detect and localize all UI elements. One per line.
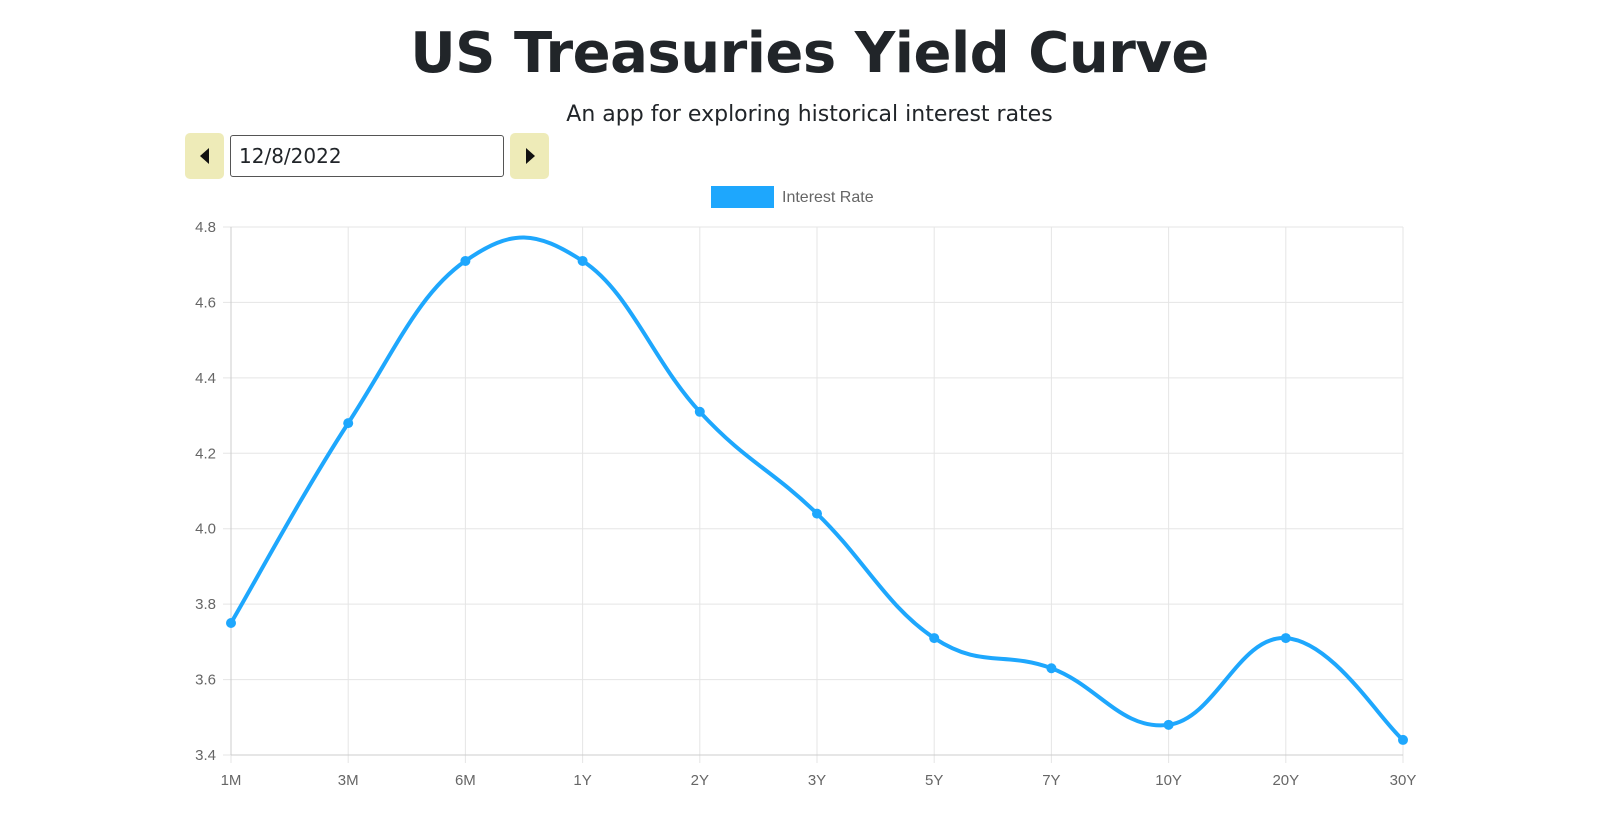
x-tick-label: 1M — [221, 772, 242, 789]
y-tick-label: 4.6 — [195, 294, 216, 311]
data-point[interactable] — [226, 618, 236, 628]
x-tick-label: 20Y — [1272, 772, 1299, 789]
series — [226, 235, 1408, 745]
data-point[interactable] — [1398, 734, 1408, 745]
x-tick-label: 1Y — [573, 772, 591, 789]
x-tick-label: 10Y — [1155, 772, 1182, 789]
data-point[interactable] — [577, 255, 588, 266]
data-point[interactable] — [1163, 719, 1174, 730]
legend: Interest Rate — [711, 186, 874, 208]
legend-label: Interest Rate — [782, 189, 874, 206]
x-tick-label: 5Y — [925, 772, 943, 789]
date-controls — [185, 133, 549, 179]
y-tick-label: 4.4 — [195, 370, 216, 387]
x-axis-ticks: 1M 3M 6M 1Y 2Y 3Y 5Y 7Y 10Y 20Y 30Y — [221, 772, 1417, 789]
previous-date-button[interactable] — [185, 133, 224, 179]
series-line-interest-rate — [229, 235, 1405, 742]
y-tick-label: 3.4 — [195, 747, 216, 764]
next-date-button[interactable] — [510, 133, 549, 179]
data-point[interactable] — [694, 406, 705, 417]
x-tick-label: 3M — [338, 772, 359, 789]
y-tick-label: 4.2 — [195, 445, 216, 462]
data-point[interactable] — [1046, 663, 1057, 674]
legend-swatch — [711, 186, 774, 208]
data-point[interactable] — [812, 508, 822, 519]
page-title: US Treasuries Yield Curve — [410, 21, 1209, 86]
x-tick-label: 2Y — [691, 772, 709, 789]
y-tick-label: 4.0 — [195, 521, 216, 538]
x-tick-label: 7Y — [1042, 772, 1060, 789]
data-point[interactable] — [460, 255, 471, 266]
y-axis-ticks: 3.4 3.6 3.8 4.0 4.2 4.4 4.6 4.8 — [195, 219, 216, 764]
grid-lines — [223, 226, 1404, 763]
x-tick-label: 6M — [455, 772, 476, 789]
caret-right-icon — [525, 148, 535, 164]
yield-curve-chart: Interest Rate 3.4 3.6 3.8 4.0 4.2 4.4 4.6 4.8 1… — [195, 186, 1417, 789]
data-point[interactable] — [1280, 633, 1291, 644]
data-point[interactable] — [343, 418, 354, 429]
y-tick-label: 3.8 — [195, 596, 216, 613]
page-subtitle: An app for exploring historical interest… — [566, 102, 1053, 127]
x-tick-label: 30Y — [1390, 772, 1417, 789]
caret-left-icon — [199, 148, 209, 164]
date-input[interactable] — [230, 135, 504, 177]
y-tick-label: 3.6 — [195, 672, 216, 689]
y-tick-label: 4.8 — [195, 219, 216, 236]
data-point[interactable] — [929, 633, 940, 644]
x-tick-label: 3Y — [808, 772, 826, 789]
